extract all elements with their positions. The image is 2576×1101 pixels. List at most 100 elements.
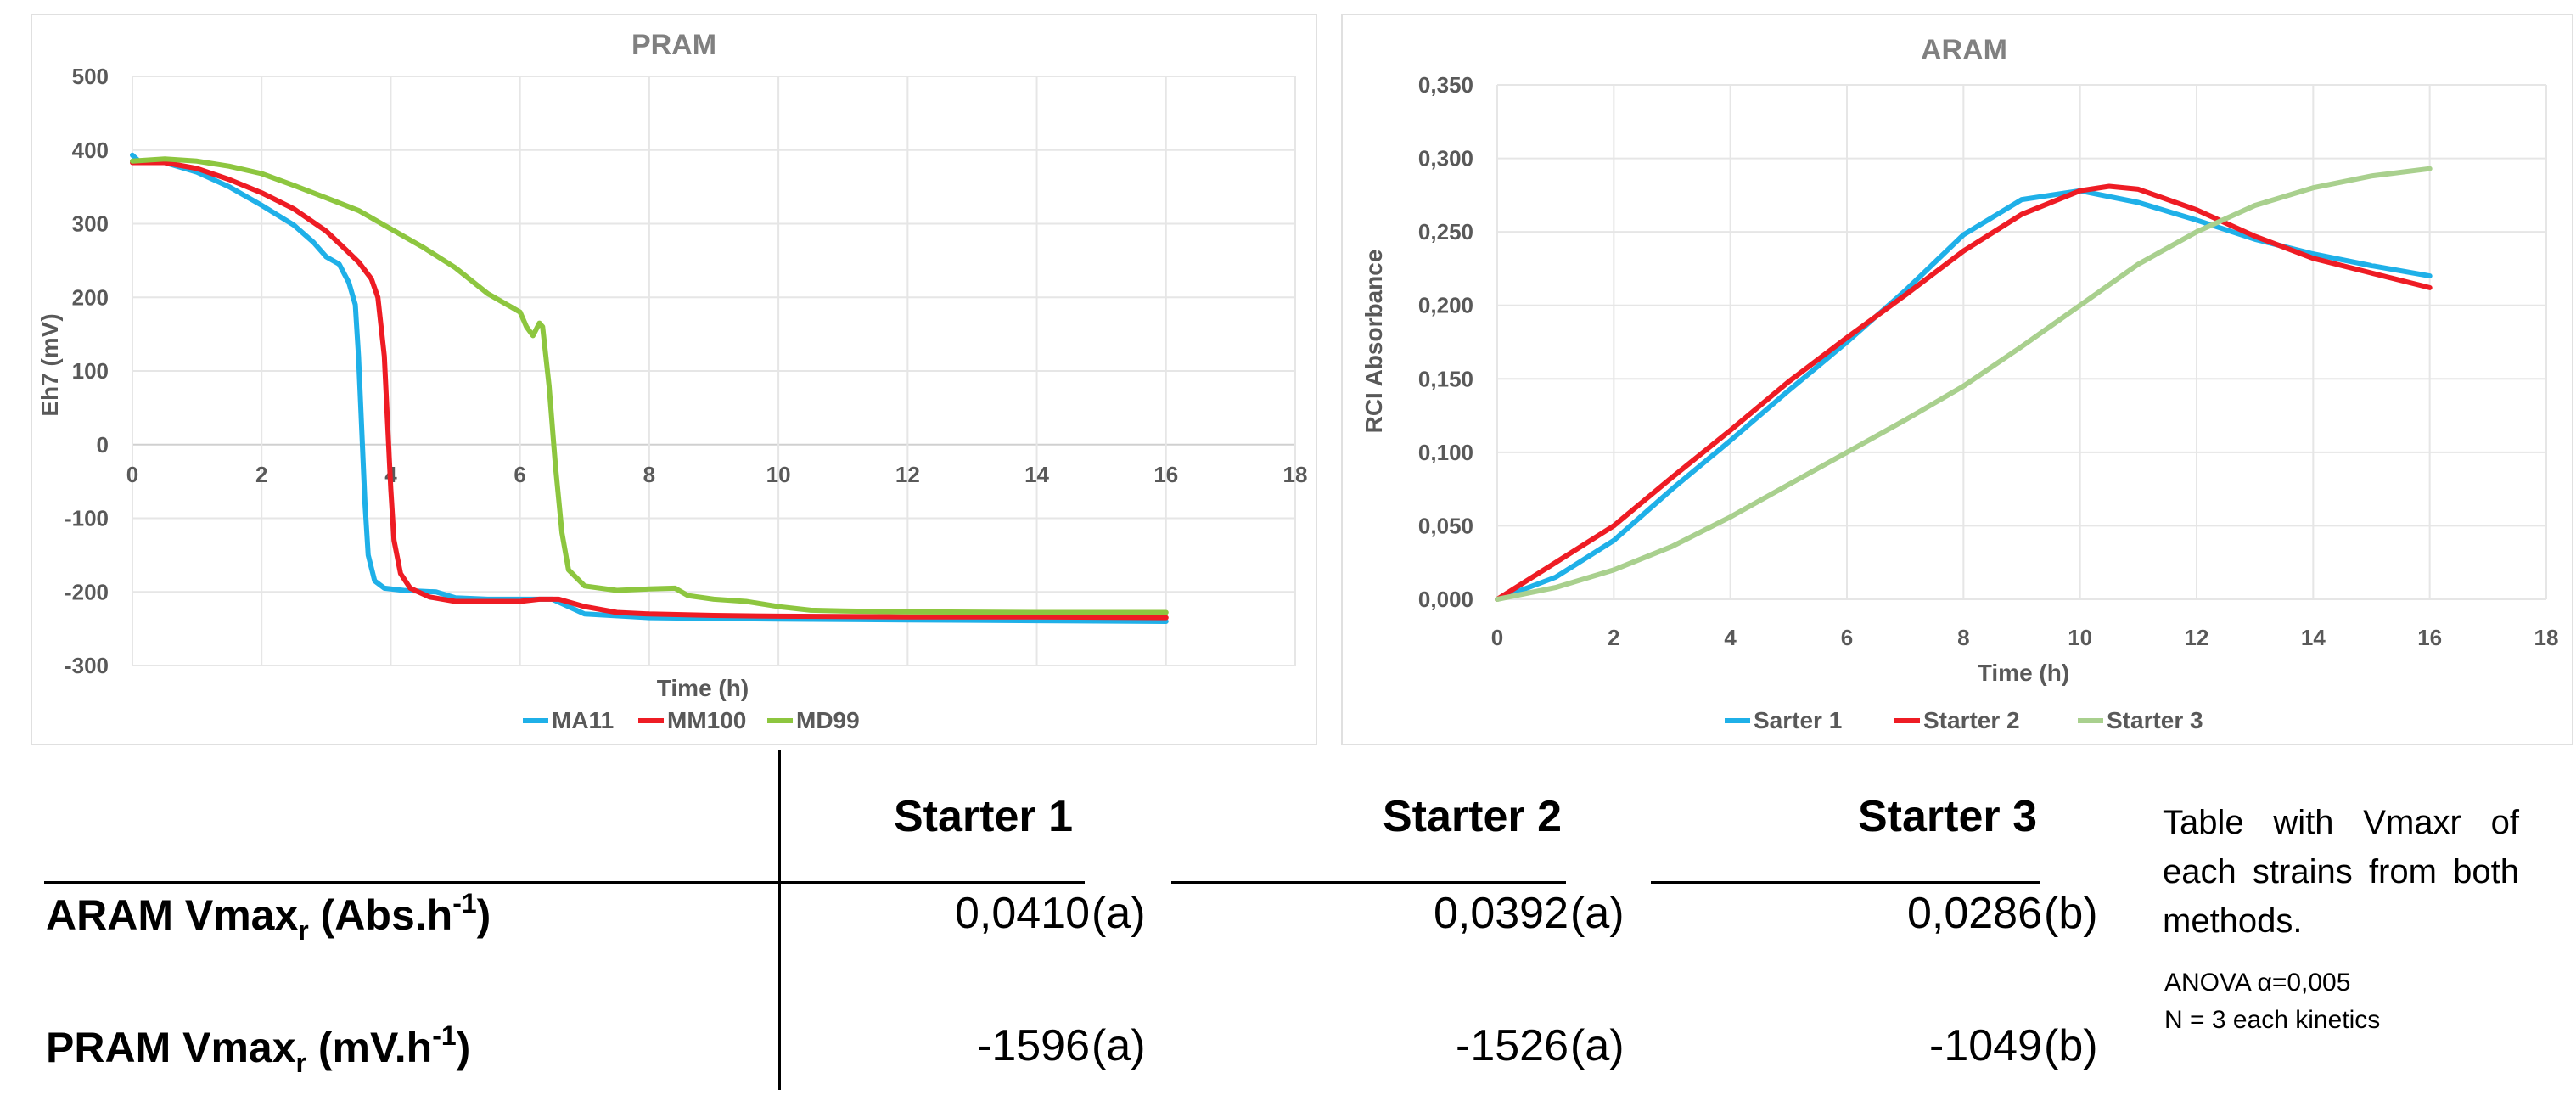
- pram-x-tick-label: 14: [1024, 462, 1049, 487]
- pram-x-tick-label: 2: [255, 462, 267, 487]
- row-label-aram-main: ARAM Vmax: [46, 891, 299, 939]
- pram-y-tick-label: -100: [65, 506, 109, 531]
- aram-chart-svg: ARAM 0,000 0,050 0,100 0,150 0,200 0,250 0,300…: [1361, 34, 2559, 733]
- aram-value-starter-3: 0,0286: [1906, 889, 2042, 938]
- aram-legend: Sarter 1 Starter 2 Starter 3: [1725, 707, 2203, 733]
- aram-x-ticks: 0 2 4 6 8 10 12 14 16 18: [1491, 625, 2559, 650]
- pram-chart-title: PRAM: [631, 29, 716, 61]
- aram-x-axis-title: Time (h): [1978, 660, 2069, 686]
- pram-y-tick-label: 300: [72, 211, 109, 237]
- pram-x-tick-label: 10: [766, 462, 791, 487]
- row-label-pram-close: ): [456, 1024, 471, 1071]
- aram-x-tick-label: 4: [1724, 625, 1737, 650]
- col-header-starter-1: Starter 1: [894, 792, 1073, 841]
- aram-chart-title: ARAM: [1921, 34, 2007, 66]
- pram-x-tick-label: 12: [895, 462, 920, 487]
- pram-x-ticks: 0 2 4 6 8 10 12 14 16 18: [126, 462, 1308, 487]
- aram-chart: ARAM 0,000 0,050 0,100 0,150 0,200 0,250 0,300…: [1341, 14, 2573, 745]
- aram-series-line-2: [1495, 183, 2433, 602]
- row-label-aram-sub: r: [298, 915, 309, 946]
- pram-y-axis-title: Eh7 (mV): [36, 313, 63, 416]
- pram-value-starter-2: -1526: [1456, 1021, 1569, 1070]
- pram-series-line-3: [130, 156, 1169, 615]
- aram-x-tick-label: 12: [2185, 625, 2209, 650]
- table-caption: Table with Vmaxr of each strains from bo…: [2163, 804, 2519, 940]
- vmax-table: Starter 1 Starter 2 Starter 3 ARAM Vmaxr…: [0, 747, 2152, 1101]
- aram-x-tick-label: 6: [1841, 625, 1853, 650]
- col-header-starter-3: Starter 3: [1858, 792, 2037, 841]
- aram-group-starter-1: (a): [1092, 889, 1146, 938]
- pram-y-tick-label: 100: [72, 358, 109, 384]
- aram-legend-label-1: Sarter 1: [1754, 707, 1842, 733]
- header-rule-1: [44, 881, 1085, 884]
- aram-x-tick-label: 14: [2301, 625, 2326, 650]
- aram-x-tick-label: 16: [2417, 625, 2442, 650]
- aram-grid: [1496, 84, 2547, 600]
- aram-y-tick-label: 0,050: [1418, 513, 1473, 538]
- aram-legend-label-3: Starter 3: [2107, 707, 2203, 733]
- aram-y-tick-label: 0,200: [1418, 293, 1473, 318]
- header-rule-2: [1171, 881, 1566, 884]
- aram-y-tick-label: 0,350: [1418, 72, 1473, 98]
- aram-y-tick-label: 0,000: [1418, 587, 1473, 612]
- aram-x-tick-label: 10: [2068, 625, 2092, 650]
- pram-y-ticks: -300 -200 -100 0 100 200 300 400 500: [65, 64, 109, 678]
- pram-y-tick-label: 400: [72, 138, 109, 163]
- aram-y-axis-title: RCI Absorbance: [1361, 250, 1387, 434]
- row-label-aram-sup: -1: [452, 888, 477, 918]
- aram-y-tick-label: 0,100: [1418, 440, 1473, 465]
- pram-legend-label-1: MA11: [552, 707, 614, 733]
- pram-group-starter-2: (a): [1570, 1021, 1625, 1070]
- row-label-pram-main: PRAM Vmax: [46, 1024, 296, 1071]
- pram-series-line-2: [130, 160, 1169, 621]
- aram-group-starter-2: (a): [1570, 889, 1625, 938]
- row-label-aram-unit: (Abs.h: [308, 891, 453, 939]
- pram-x-tick-label: 16: [1153, 462, 1178, 487]
- pram-y-tick-label: 500: [72, 64, 109, 89]
- pram-x-tick-label: 0: [126, 462, 138, 487]
- aram-group-starter-3: (b): [2044, 889, 2098, 938]
- pram-x-axis-title: Time (h): [657, 675, 749, 701]
- aram-y-ticks: 0,000 0,050 0,100 0,150 0,200 0,250 0,300 0,350: [1418, 72, 1473, 612]
- pram-value-starter-1: -1596: [977, 1021, 1090, 1070]
- aram-lines: [1495, 166, 2433, 602]
- pram-y-tick-label: 200: [72, 284, 109, 310]
- pram-legend-label-2: MM100: [667, 707, 746, 733]
- aram-y-tick-label: 0,250: [1418, 219, 1473, 244]
- pram-x-tick-label: 8: [643, 462, 655, 487]
- pram-group-starter-1: (a): [1092, 1021, 1146, 1070]
- aram-x-tick-label: 8: [1957, 625, 1969, 650]
- pram-y-tick-label: 0: [97, 432, 109, 458]
- aram-value-starter-1: 0,0410: [954, 889, 1090, 938]
- pram-legend-label-3: MD99: [796, 707, 860, 733]
- pram-y-tick-label: -200: [65, 579, 109, 604]
- pram-x-tick-label: 6: [514, 462, 525, 487]
- pram-lines: [130, 152, 1169, 624]
- table-vertical-divider: [778, 750, 781, 1090]
- stats-note: ANOVA α=0,005 N = 3 each kinetics: [2164, 964, 2380, 1039]
- aram-x-tick-label: 18: [2534, 625, 2559, 650]
- row-label-aram-close: ): [476, 891, 491, 939]
- col-header-starter-2: Starter 2: [1383, 792, 1562, 841]
- pram-grid: [132, 76, 1296, 666]
- pram-value-starter-3: -1049: [1929, 1021, 2042, 1070]
- pram-x-tick-label: 18: [1283, 462, 1308, 487]
- aram-y-tick-label: 0,300: [1418, 146, 1473, 171]
- aram-legend-label-2: Starter 2: [1923, 707, 2020, 733]
- stats-n: N = 3 each kinetics: [2164, 1006, 2381, 1034]
- pram-y-tick-label: -300: [65, 653, 109, 678]
- aram-value-starter-2: 0,0392: [1433, 889, 1569, 938]
- aram-x-tick-label: 2: [1608, 625, 1619, 650]
- row-label-pram-sup: -1: [432, 1020, 457, 1051]
- row-label-pram: PRAM Vmaxr (mV.h-1): [46, 1020, 470, 1079]
- aram-series-line-3: [1495, 166, 2433, 602]
- pram-series-line-1: [130, 152, 1169, 624]
- aram-x-tick-label: 0: [1491, 625, 1503, 650]
- stats-anova: ANOVA α=0,005: [2164, 969, 2351, 997]
- row-label-aram: ARAM Vmaxr (Abs.h-1): [46, 888, 491, 947]
- pram-group-starter-3: (b): [2044, 1021, 2098, 1070]
- aram-y-tick-label: 0,150: [1418, 366, 1473, 391]
- row-label-pram-sub: r: [295, 1048, 306, 1078]
